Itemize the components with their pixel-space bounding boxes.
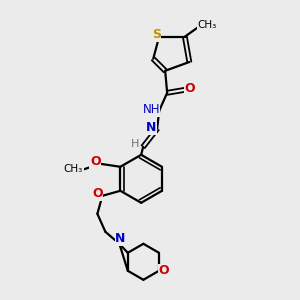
Text: N: N: [115, 232, 126, 245]
Text: S: S: [152, 28, 160, 41]
Text: O: O: [185, 82, 196, 95]
Text: CH₃: CH₃: [197, 20, 217, 30]
Text: O: O: [92, 187, 103, 200]
Text: NH: NH: [142, 103, 160, 116]
Text: CH₃: CH₃: [64, 164, 83, 174]
Text: H: H: [131, 139, 139, 149]
Text: O: O: [90, 155, 101, 168]
Text: O: O: [159, 264, 169, 277]
Text: N: N: [146, 121, 156, 134]
